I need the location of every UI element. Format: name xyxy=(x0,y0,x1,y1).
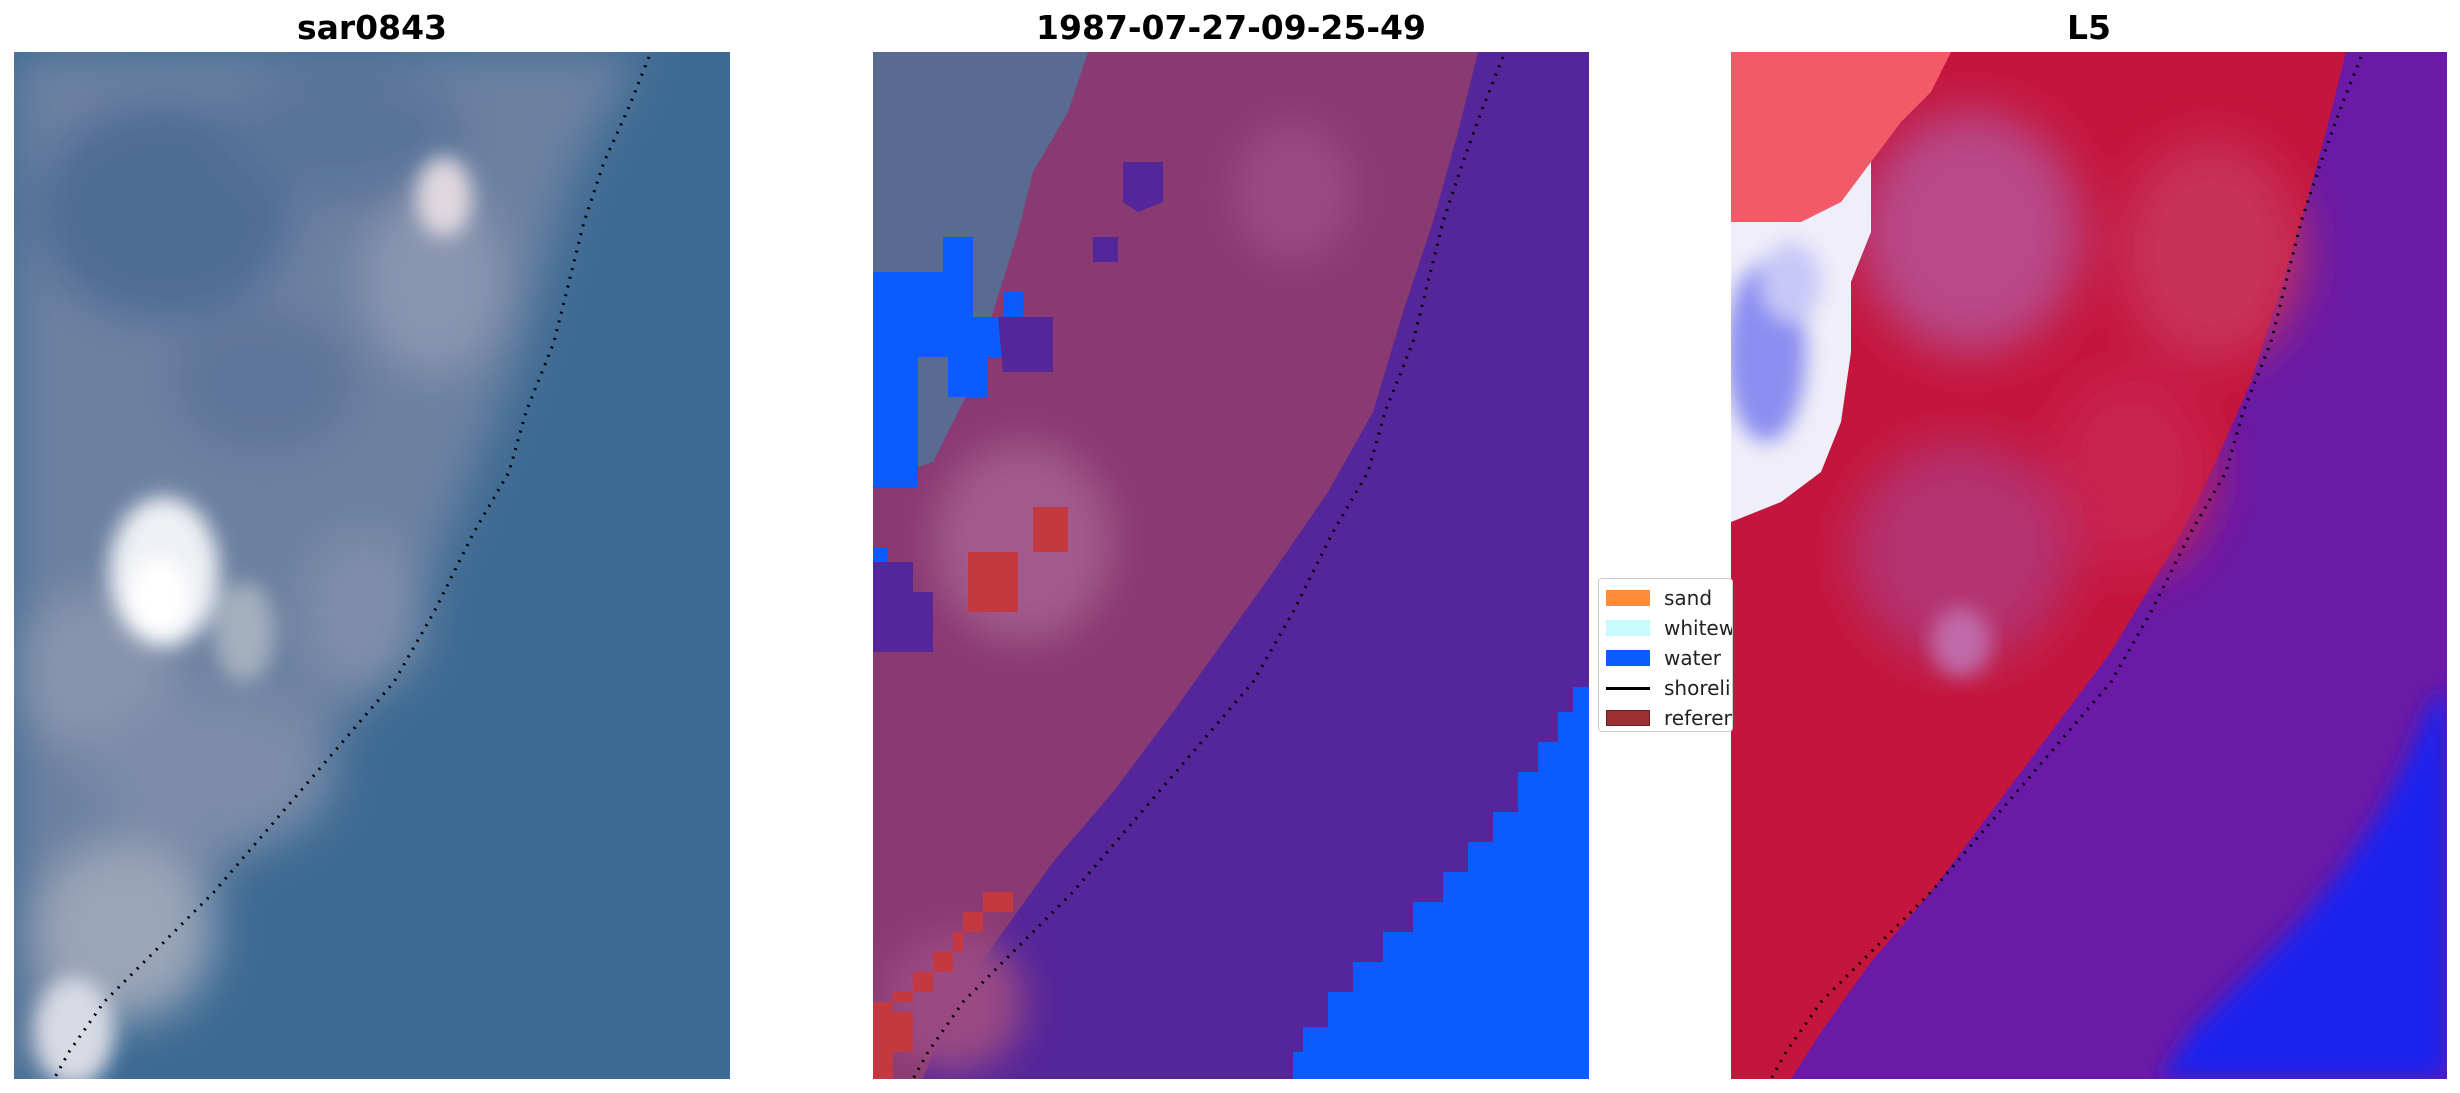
panel-title-rgb: sar0843 xyxy=(296,8,448,47)
index-image xyxy=(1731,52,2447,1079)
whitewater-swatch xyxy=(1606,620,1650,636)
classified-image xyxy=(873,52,1589,1079)
legend-item-reference-shoreline: reference shoreline xyxy=(1606,706,1732,730)
panel-title-classified: 1987-07-27-09-25-49 xyxy=(1036,8,1426,47)
legend-label-sand: sand xyxy=(1664,586,1713,610)
legend-label-reference-shoreline: reference shoreline xyxy=(1664,706,1732,730)
legend-label-water: water xyxy=(1664,646,1721,670)
panel-title-index: L5 xyxy=(2067,8,2111,47)
water-swatch xyxy=(1606,650,1650,666)
shoreline-line xyxy=(1606,686,1650,690)
sand-swatch xyxy=(1606,590,1650,606)
legend-item-sand: sand xyxy=(1606,586,1713,610)
classified-image-panel xyxy=(873,52,1589,1079)
legend-item-shoreline: shoreline xyxy=(1606,676,1732,700)
reference-shoreline-swatch xyxy=(1606,710,1650,726)
index-image-panel xyxy=(1731,52,2447,1079)
rgb-image xyxy=(14,52,730,1079)
legend-item-water: water xyxy=(1606,646,1721,670)
legend-label-shoreline: shoreline xyxy=(1664,676,1732,700)
rgb-image-panel xyxy=(14,52,730,1079)
